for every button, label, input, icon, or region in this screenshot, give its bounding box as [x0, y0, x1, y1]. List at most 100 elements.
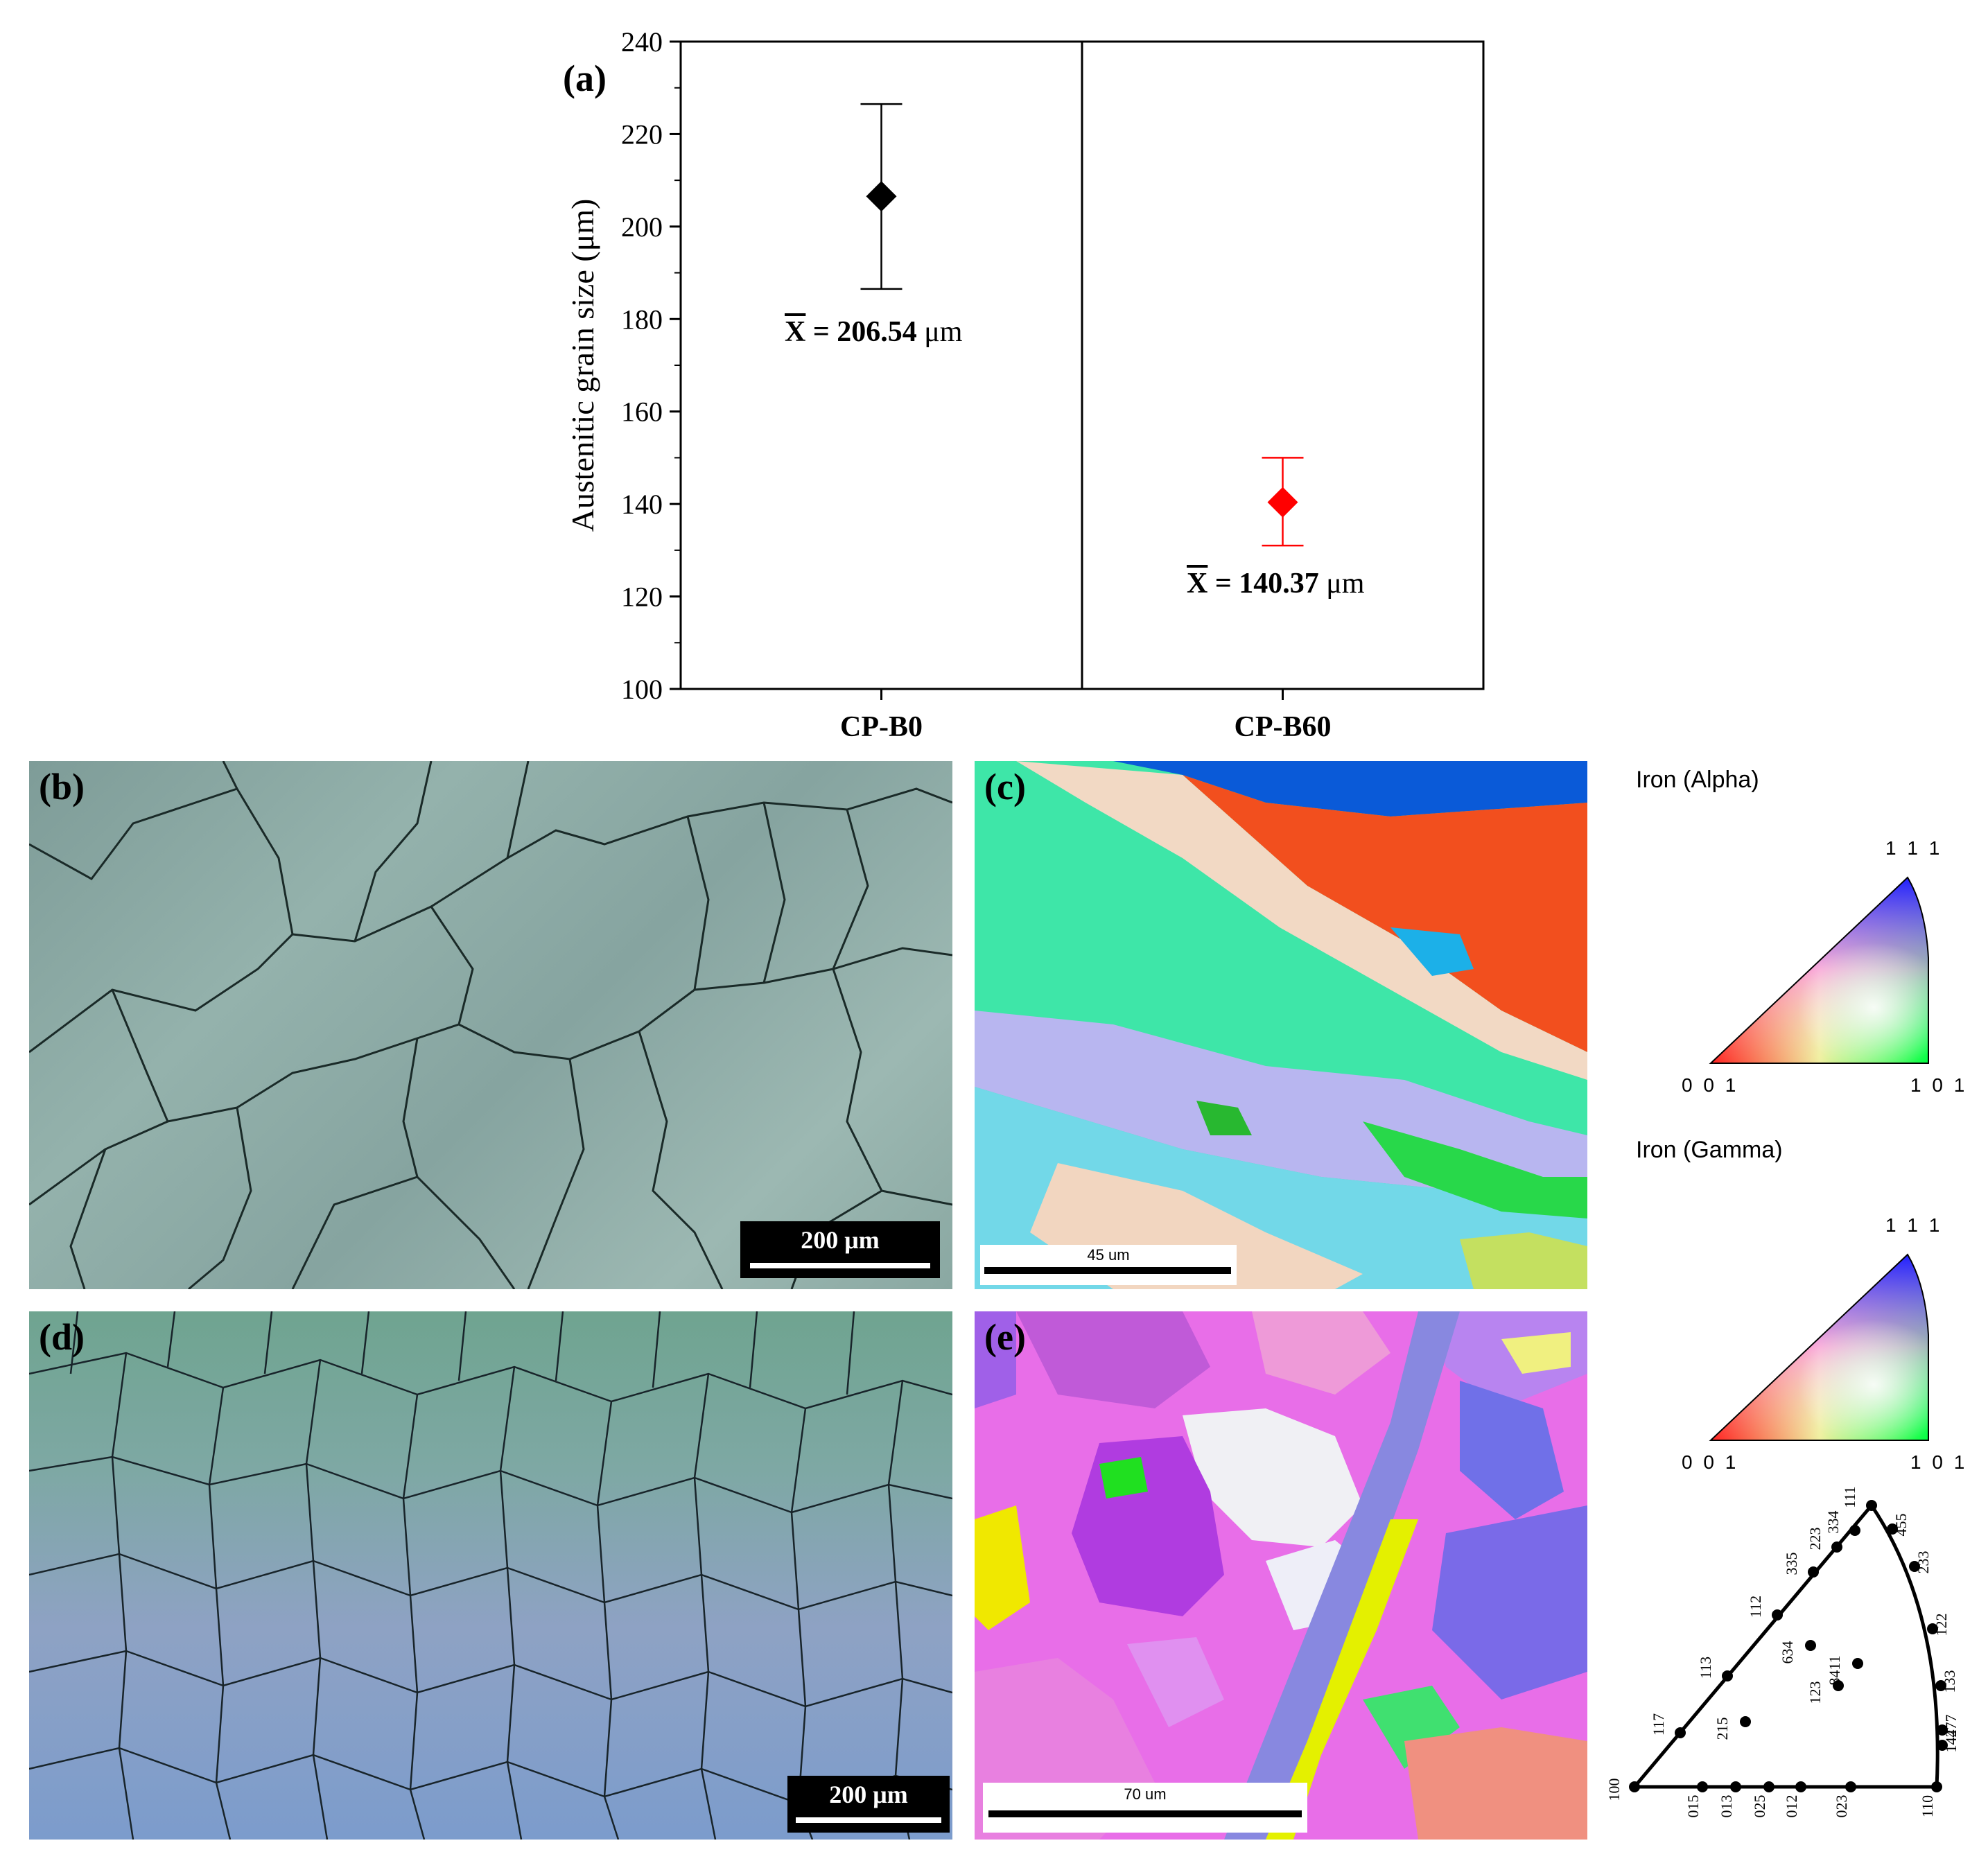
stereo-point-label: 144	[1942, 1730, 1960, 1753]
stereo-point	[1808, 1566, 1819, 1578]
annotation-cp-b0: X = 206.54 μm	[785, 315, 962, 349]
panel-label-c: (c)	[984, 766, 1026, 807]
alpha-label-001: 0 0 1	[1682, 1074, 1739, 1096]
grain-boundaries-b	[29, 761, 952, 1289]
stereo-point-label: 223	[1806, 1528, 1824, 1550]
stereo-point	[1805, 1640, 1816, 1651]
stereo-point-label: 110	[1919, 1795, 1936, 1817]
stereo-point-label: 100	[1605, 1779, 1623, 1801]
panel-label-d: (d)	[39, 1316, 85, 1358]
stereo-point	[1831, 1541, 1842, 1553]
mean-marker	[1267, 487, 1298, 518]
stereo-point-label: 335	[1783, 1553, 1800, 1575]
annotation-value: = 206.54	[805, 316, 925, 348]
stereo-point	[1927, 1623, 1938, 1634]
stereo-point	[1866, 1500, 1877, 1511]
stereo-point-label: 215	[1714, 1718, 1731, 1740]
ebsd-map-e: 70 um	[975, 1311, 1587, 1840]
alpha-label-111: 1 1 1	[1885, 837, 1943, 859]
stereo-point-label: 023	[1833, 1795, 1850, 1818]
stereo-point	[1763, 1781, 1775, 1792]
scalebar-c-label: 45 um	[1087, 1246, 1130, 1264]
scalebar-c-line	[984, 1267, 1231, 1274]
annotation-xbar: X	[1187, 568, 1208, 600]
y-tick-label: 240	[621, 26, 663, 58]
y-tick-label: 220	[621, 119, 663, 150]
stereo-point	[1852, 1658, 1863, 1669]
stereo-point	[1935, 1680, 1946, 1691]
stereo-point-label: 455	[1892, 1514, 1910, 1537]
stereo-point	[1740, 1716, 1751, 1727]
gamma-label-111: 1 1 1	[1885, 1214, 1943, 1236]
stereo-point-label: 277	[1942, 1715, 1960, 1738]
stereo-point-label: 015	[1684, 1795, 1702, 1818]
y-tick-label: 180	[621, 304, 663, 335]
stereo-point	[1931, 1781, 1942, 1792]
ipf-triangle-alpha	[1709, 876, 1929, 1064]
y-tick-label: 140	[621, 489, 663, 520]
gamma-label-001: 0 0 1	[1682, 1451, 1739, 1473]
stereo-point-label: 634	[1779, 1641, 1796, 1664]
scalebar-b-line	[750, 1263, 930, 1268]
stereo-point	[1795, 1781, 1806, 1792]
stereo-point	[1845, 1781, 1856, 1792]
stereo-point-label: 013	[1718, 1795, 1735, 1818]
stereo-point	[1937, 1724, 1948, 1736]
stereo-point	[1833, 1680, 1844, 1691]
stereo-point	[1697, 1781, 1708, 1792]
annotation-cp-b60: X = 140.37 μm	[1187, 567, 1364, 600]
scalebar-e: 70 um	[983, 1783, 1307, 1833]
scalebar-b: 200 μm	[740, 1221, 940, 1278]
ipf-triangle-gamma	[1709, 1253, 1929, 1441]
stereo-point	[1849, 1525, 1860, 1536]
y-tick-label: 200	[621, 211, 663, 243]
micrograph-b: 200 μm	[29, 761, 952, 1289]
legend-gamma-title: Iron (Gamma)	[1636, 1137, 1783, 1163]
annotation-xbar: X	[785, 316, 806, 348]
grain-size-chart: 100 120 140 160 180 200 220 240 Austenitic grain…	[565, 26, 1485, 743]
stereo-point	[1629, 1781, 1640, 1792]
y-tick-label: 160	[621, 396, 663, 428]
stereo-point-label: 025	[1751, 1795, 1768, 1818]
panel-label-a: (a)	[563, 58, 607, 99]
stereo-outline	[1630, 1502, 1939, 1789]
panel-label-b: (b)	[39, 766, 85, 807]
scalebar-c: 45 um	[980, 1245, 1237, 1285]
stereo-point	[1937, 1740, 1948, 1751]
scalebar-b-label: 200 μm	[801, 1226, 880, 1254]
ebsd-map-c: 45 um	[975, 761, 1587, 1289]
stereo-point-label: 122	[1933, 1614, 1950, 1636]
y-tick-label: 100	[621, 674, 663, 705]
mean-marker	[866, 181, 897, 212]
stereo-point	[1722, 1670, 1733, 1681]
x-tick-label: CP-B60	[1235, 711, 1332, 743]
stereo-point-label: 123	[1806, 1681, 1824, 1704]
annotation-unit: μm	[924, 316, 963, 348]
stereo-point	[1887, 1523, 1898, 1535]
stereo-point-label: 113	[1697, 1657, 1714, 1679]
stereo-point-label: 133	[1941, 1670, 1958, 1693]
stereo-point-label: 334	[1824, 1511, 1842, 1534]
scalebar-d: 200 μm	[787, 1776, 950, 1833]
annotation-value: = 140.37	[1207, 568, 1327, 600]
stereo-point	[1730, 1781, 1741, 1792]
micrograph-d: 200 μm	[29, 1311, 952, 1840]
stereo-point	[1909, 1561, 1920, 1572]
annotation-unit: μm	[1326, 568, 1365, 600]
y-tick-label: 120	[621, 582, 663, 613]
stereo-point	[1772, 1609, 1783, 1621]
scalebar-d-label: 200 μm	[829, 1781, 908, 1808]
stereo-point-label: 012	[1783, 1795, 1800, 1818]
gamma-label-101: 1 0 1	[1910, 1451, 1968, 1473]
y-axis-label: Austenitic grain size (μm)	[565, 199, 600, 532]
stereo-point-label: 112	[1747, 1596, 1764, 1618]
x-tick-label: CP-B0	[840, 711, 923, 743]
stereo-point-label: 233	[1915, 1551, 1932, 1574]
scalebar-e-line	[988, 1810, 1302, 1817]
alpha-label-101: 1 0 1	[1910, 1074, 1968, 1096]
grain-boundaries-d	[29, 1311, 952, 1840]
stereo-point-label: 117	[1650, 1713, 1667, 1736]
scalebar-d-line	[796, 1817, 941, 1823]
